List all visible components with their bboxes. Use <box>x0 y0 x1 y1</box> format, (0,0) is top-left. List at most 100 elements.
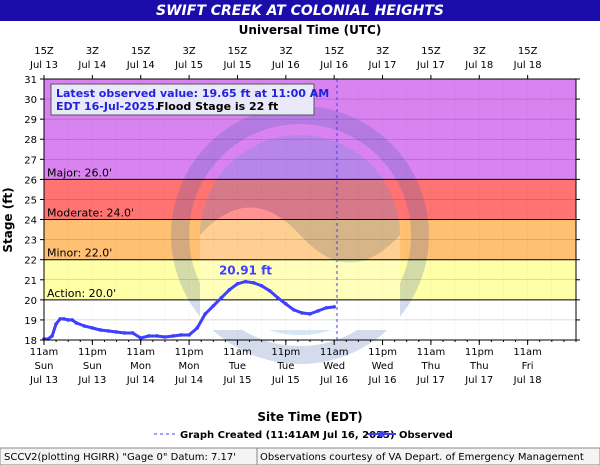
x-tick-label: Wed <box>372 361 394 372</box>
y-tick-label: 27 <box>24 155 37 166</box>
x-tick-label: 11am <box>513 347 542 358</box>
legend-observed-label: Observed <box>399 430 453 441</box>
x-tick-label: Mon <box>179 361 200 372</box>
x-tick-label: 11pm <box>368 347 397 358</box>
x-tick-label: Jul 14 <box>174 375 203 386</box>
x-tick-label: 11am <box>30 347 59 358</box>
legend-observed-marker <box>379 431 385 437</box>
top-tick-label: 15Z <box>131 46 151 57</box>
observed-point <box>138 336 143 340</box>
x-tick-label: 11pm <box>271 347 300 358</box>
observed-point <box>171 334 175 338</box>
y-tick-label: 29 <box>24 115 37 126</box>
y-tick-label: 18 <box>24 336 37 347</box>
title-bar <box>0 0 600 21</box>
observed-point <box>203 312 208 316</box>
top-tick-label: 15Z <box>228 46 248 57</box>
flood-category-labels: Major: 26.0' Moderate: 24.0' Minor: 22.0' A… <box>47 166 134 299</box>
top-tick-label: Jul 18 <box>513 60 542 71</box>
x-tick-label: Jul 15 <box>271 375 300 386</box>
top-tick-label: Jul 15 <box>174 60 203 71</box>
x-tick-label: Fri <box>522 361 534 372</box>
top-tick-label: Jul 14 <box>77 60 106 71</box>
x-tick-label: Jul 14 <box>126 375 155 386</box>
observed-point <box>54 322 58 326</box>
top-tick-label: Jul 17 <box>416 60 445 71</box>
observed-point <box>114 330 119 334</box>
y-axis-title: Stage (ft) <box>1 187 15 252</box>
x-tick-label: Sun <box>34 361 53 372</box>
x-tick-label: Tue <box>276 361 294 372</box>
x-tick-label: 11pm <box>78 347 107 358</box>
observed-point <box>316 309 320 313</box>
observed-point <box>130 331 135 335</box>
band-label-moderate: Moderate: 24.0' <box>47 207 134 220</box>
x-tick-label: Tue <box>228 361 246 372</box>
top-tick-label: 3Z <box>279 46 292 57</box>
observed-point <box>179 333 183 337</box>
observed-point <box>195 326 199 330</box>
x-tick-label: Jul 15 <box>222 375 251 386</box>
x-tick-label: 11pm <box>175 347 204 358</box>
observed-point <box>70 318 75 322</box>
y-tick-label: 23 <box>24 236 37 247</box>
x-tick-label: Sun <box>83 361 102 372</box>
top-tick-label: 3Z <box>376 46 389 57</box>
observed-point <box>74 321 79 325</box>
observed-point <box>300 311 304 315</box>
legend: Graph Created (11:41AM Jul 16, 2025) Obs… <box>154 430 453 441</box>
top-tick-label: Jul 17 <box>368 60 397 71</box>
observed-point <box>292 308 296 312</box>
x-tick-label: Mon <box>130 361 151 372</box>
site-info-text: SCCV2(plotting HGIRR) "Gage 0" Datum: 7.… <box>4 452 236 463</box>
y-axis-ticks: 18 19 20 21 22 23 24 25 26 27 28 29 30 31 <box>24 75 580 347</box>
observed-series <box>42 79 338 341</box>
observed-point <box>267 289 272 293</box>
x-axis-title: Site Time (EDT) <box>257 410 362 424</box>
footer: SCCV2(plotting HGIRR) "Gage 0" Datum: 7.… <box>0 447 600 465</box>
top-tick-label: 15Z <box>518 46 538 57</box>
x-tick-label: 11am <box>223 347 252 358</box>
top-tick-label: 3Z <box>182 46 195 57</box>
chart-title: SWIFT CREEK AT COLONIAL HEIGHTS <box>156 3 444 19</box>
observed-point <box>62 317 66 321</box>
y-tick-label: 26 <box>24 175 37 186</box>
top-tick-label: 3Z <box>473 46 486 57</box>
observed-point <box>284 302 288 306</box>
x-tick-label: Wed <box>323 361 345 372</box>
latest-value-line1: Latest observed value: 19.65 ft at 11:00… <box>56 87 329 100</box>
top-tick-label: Jul 18 <box>464 60 493 71</box>
watermark-disc <box>200 135 400 335</box>
x-tick-label: Jul 16 <box>368 375 397 386</box>
observed-point <box>243 279 248 284</box>
band-moderate <box>44 179 576 220</box>
x-tick-label: Jul 17 <box>464 375 493 386</box>
y-tick-label: 24 <box>24 216 37 227</box>
y-tick-label: 22 <box>24 256 37 267</box>
observed-point <box>163 335 167 339</box>
data-credit-text: Observations courtesy of VA Depart. of E… <box>260 452 584 463</box>
top-tick-label: 3Z <box>86 46 99 57</box>
top-tick-label: Jul 14 <box>126 60 155 71</box>
observed-point <box>324 306 328 310</box>
observed-point <box>58 317 62 321</box>
observed-point <box>50 334 54 338</box>
legend-created-label: Graph Created (11:41AM Jul 16, 2025) <box>180 430 395 441</box>
y-tick-label: 20 <box>24 296 37 307</box>
band-label-minor: Minor: 22.0' <box>47 247 112 260</box>
top-tick-label: 15Z <box>34 46 54 57</box>
top-axis-title: Universal Time (UTC) <box>239 23 382 37</box>
observed-point <box>98 328 103 332</box>
bottom-axis-ticks: 11am Sun Jul 13 11pm Sun Jul 13 11am Mon Jul 14 1… <box>29 340 577 386</box>
observed-point <box>122 331 127 335</box>
x-tick-label: Jul 17 <box>416 375 445 386</box>
x-tick-label: 11am <box>417 347 446 358</box>
flood-category-bands <box>44 79 576 340</box>
top-tick-label: 15Z <box>421 46 441 57</box>
band-action <box>44 259 576 300</box>
y-tick-label: 31 <box>24 75 37 86</box>
top-tick-label: Jul 13 <box>29 60 58 71</box>
noaa-watermark <box>171 106 429 364</box>
y-tick-label: 28 <box>24 135 37 146</box>
